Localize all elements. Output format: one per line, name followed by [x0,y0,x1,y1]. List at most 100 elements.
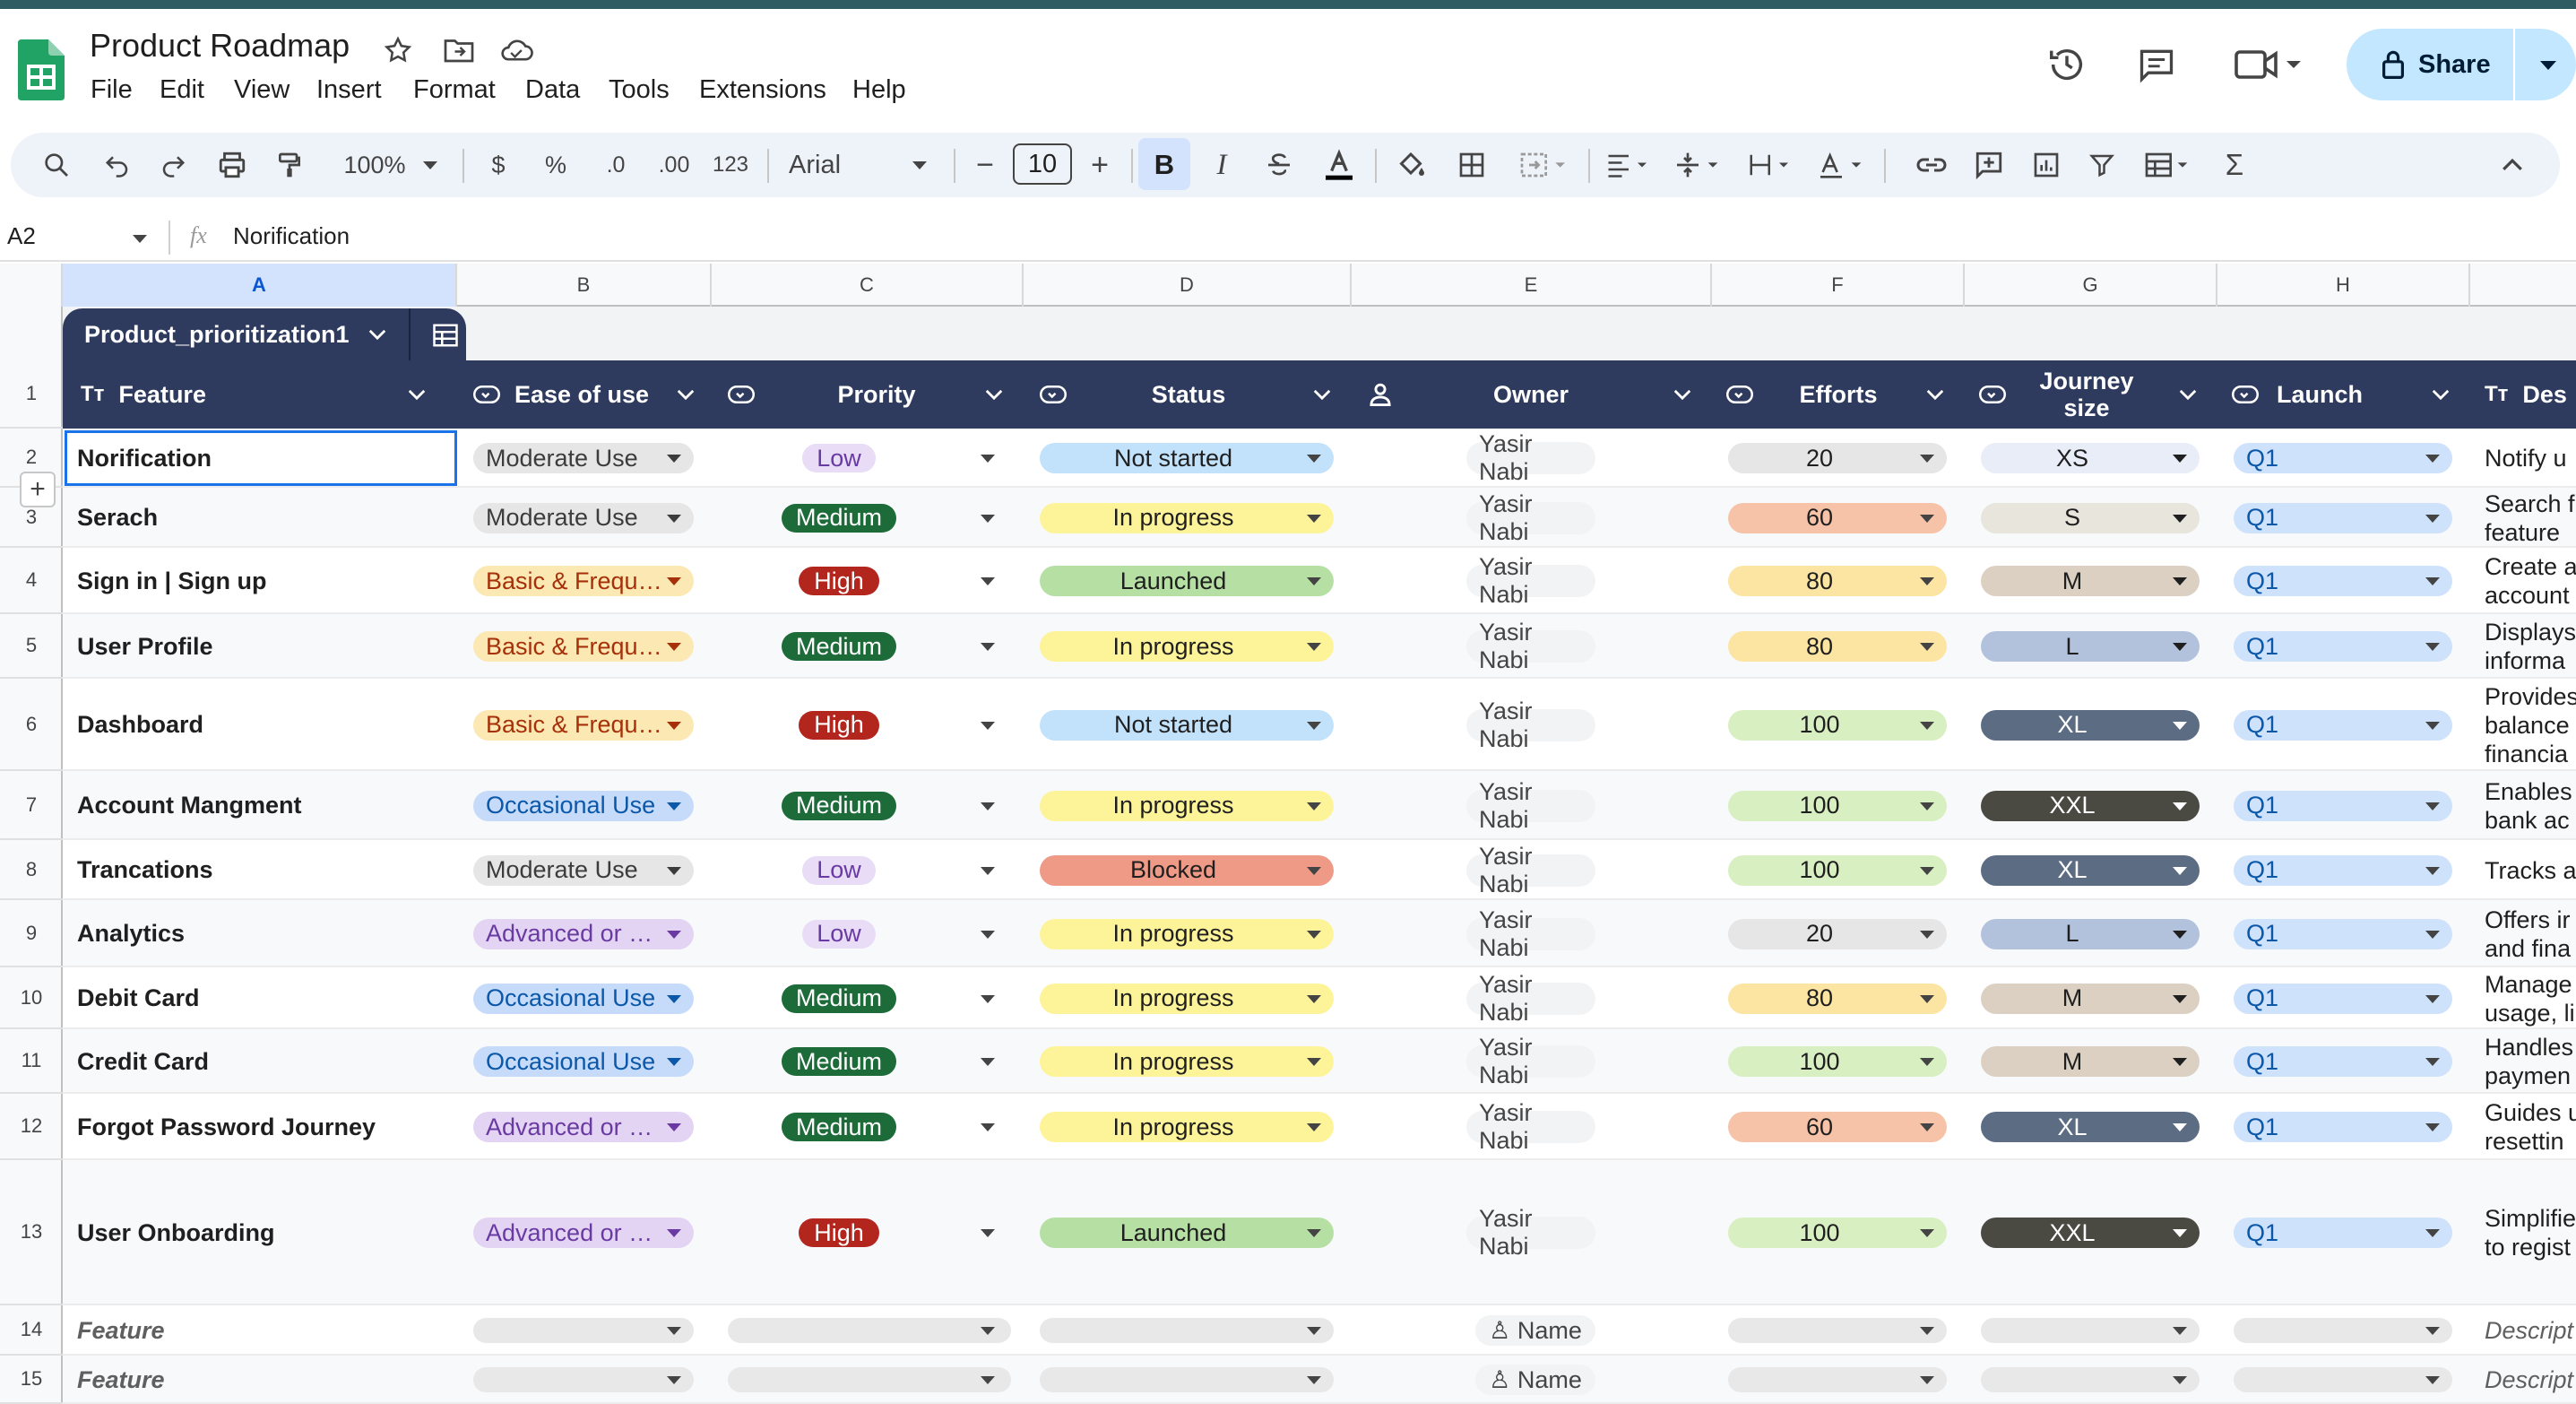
feature-placeholder[interactable]: Feature [77,1316,165,1344]
header-owner[interactable]: Owner [1370,360,1701,429]
font-size-increase-button[interactable]: + [1091,147,1109,182]
header-priority[interactable]: Prority [728,360,1013,429]
dropdown-arrow-icon[interactable] [1307,1327,1321,1335]
journey-size-chip[interactable]: M [1981,1046,2200,1077]
menu-file[interactable]: File [91,75,133,104]
header-ease[interactable]: Ease of use [473,360,703,429]
column-header-i[interactable] [2470,264,2576,307]
ease-of-use-chip[interactable]: Occasional Use [473,983,694,1014]
more-formats-button[interactable]: 123 [712,152,749,177]
move-folder-icon[interactable] [441,32,477,68]
dropdown-arrow-icon[interactable] [1920,577,1934,585]
dropdown-arrow-icon[interactable] [667,994,681,1003]
journey-size-chip[interactable]: XS [1981,443,2200,473]
dropdown-arrow-icon[interactable] [1920,1327,1934,1335]
dropdown-arrow-icon[interactable] [2173,1327,2187,1335]
ease-of-use-chip[interactable]: Basic & Frequ… [473,631,694,662]
column-header-a[interactable]: A [63,264,457,307]
dropdown-arrow-icon[interactable] [1307,455,1321,463]
dropdown-arrow-icon[interactable] [667,643,681,651]
row-header[interactable]: 12 [0,1094,63,1160]
row-header[interactable]: 4 [0,548,63,614]
journey-size-chip[interactable]: L [1981,918,2200,949]
launch-chip[interactable]: Q1 [2234,566,2452,596]
feature-cell[interactable]: Sign in | Sign up [77,567,267,594]
launch-chip[interactable]: Q1 [2234,854,2452,886]
owner-placeholder[interactable]: ♙ Name [1475,1365,1595,1395]
print-icon[interactable] [212,133,253,197]
row-header[interactable]: 1 [0,360,63,429]
header-chevron-icon[interactable] [984,388,1004,401]
launch-chip[interactable]: Q1 [2234,790,2452,821]
launch-chip[interactable]: Q1 [2234,502,2452,533]
font-family-select[interactable]: Arial [789,150,842,179]
dropdown-arrow-icon[interactable] [2425,577,2440,585]
priority-chip-empty[interactable] [728,1318,1011,1343]
font-size-decrease-button[interactable]: − [976,147,994,182]
ease-of-use-chip[interactable]: Advanced or … [473,1218,694,1248]
status-chip[interactable]: Not started [1040,443,1334,473]
fill-color-icon[interactable] [1389,133,1432,197]
ease-of-use-chip[interactable]: Basic & Frequ… [473,709,694,741]
owner-chip[interactable]: Yasir Nabi [1466,1034,1595,1088]
priority-pill[interactable]: Low [802,919,876,949]
feature-cell[interactable]: Credit Card [77,1047,210,1075]
column-header-g[interactable]: G [1965,264,2217,307]
header-chevron-icon[interactable] [676,388,696,401]
owner-chip[interactable]: Yasir Nabi [1466,430,1595,485]
dropdown-arrow-icon[interactable] [2425,514,2440,523]
row-header[interactable]: 3 [0,488,63,548]
header-chevron-icon[interactable] [1673,388,1692,401]
functions-icon[interactable]: Σ [2225,148,2244,181]
journey-size-chip[interactable]: M [1981,566,2200,596]
owner-chip[interactable]: Yasir Nabi [1466,971,1595,1026]
dropdown-arrow-icon[interactable] [1307,514,1321,523]
status-chip[interactable]: In progress [1040,631,1334,662]
owner-chip[interactable]: Yasir Nabi [1466,906,1595,961]
dropdown-arrow-icon[interactable] [667,577,681,585]
dropdown-arrow-icon[interactable] [667,1327,681,1335]
search-icon[interactable] [38,133,75,197]
formula-input[interactable]: Norification [233,222,350,249]
journey-size-chip[interactable]: XL [1981,709,2200,741]
dropdown-arrow-icon[interactable] [981,514,995,523]
row-header[interactable]: 9 [0,900,63,967]
owner-chip[interactable]: Yasir Nabi [1466,843,1595,897]
feature-cell[interactable]: Serach [77,504,159,531]
journey-chip-empty[interactable] [1981,1318,2200,1343]
ease-of-use-chip[interactable]: Advanced or … [473,1112,694,1142]
dropdown-arrow-icon[interactable] [981,1229,995,1237]
dropdown-arrow-icon[interactable] [1920,802,1934,810]
decrease-decimal-button[interactable]: .0 [606,152,626,178]
dropdown-arrow-icon[interactable] [2425,721,2440,730]
dropdown-arrow-icon[interactable] [1307,643,1321,651]
launch-chip-empty[interactable] [2234,1367,2452,1392]
dropdown-arrow-icon[interactable] [2173,994,2187,1003]
menu-edit[interactable]: Edit [160,75,204,104]
ease-of-use-chip-empty[interactable] [473,1367,694,1392]
table-name-tab[interactable]: Product_prioritization1 [63,308,466,360]
undo-icon[interactable] [99,133,136,197]
dropdown-arrow-icon[interactable] [981,721,995,730]
priority-pill[interactable]: Medium [782,503,896,533]
text-color-icon[interactable] [1318,133,1361,197]
efforts-chip-empty[interactable] [1728,1318,1947,1343]
dropdown-arrow-icon[interactable] [2173,1058,2187,1066]
journey-size-chip[interactable]: XXL [1981,790,2200,821]
header-chevron-icon[interactable] [1312,388,1332,401]
ease-of-use-chip-empty[interactable] [473,1318,694,1343]
insert-comment-icon[interactable] [1968,133,2010,197]
ease-of-use-chip[interactable]: Advanced or … [473,918,694,949]
header-journey[interactable]: Journey size [1979,360,2207,429]
strikethrough-icon[interactable] [1258,133,1300,197]
dropdown-arrow-icon[interactable] [1920,930,1934,939]
row-header[interactable]: 15 [0,1356,63,1404]
status-chip-empty[interactable] [1040,1318,1334,1343]
cloud-saved-icon[interactable] [498,32,534,68]
dropdown-arrow-icon[interactable] [1920,514,1934,523]
dropdown-arrow-icon[interactable] [1307,1376,1321,1384]
zoom-dropdown-icon[interactable] [423,161,437,169]
share-dropdown-icon[interactable] [2540,61,2556,70]
dropdown-arrow-icon[interactable] [1920,1229,1934,1237]
header-chevron-icon[interactable] [2431,388,2451,401]
